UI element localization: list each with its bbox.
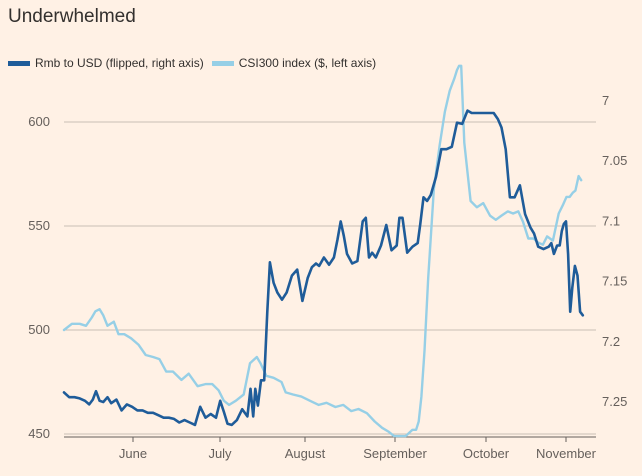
y-left-tick-label-3: 450 — [28, 426, 50, 441]
legend-swatch-rmb — [8, 60, 30, 66]
series-line-csi300 — [62, 64, 583, 438]
y-right-tick-label-3: 7.15 — [602, 274, 627, 289]
y-right-tick-label-2: 7.1 — [602, 213, 620, 228]
x-tick-label-5: November — [536, 446, 597, 461]
chart-title: Underwhelmed — [8, 6, 136, 27]
y-right-tick-label-1: 7.05 — [602, 153, 627, 168]
y-right-tick-label-4: 7.2 — [602, 334, 620, 349]
legend-label-csi: CSI300 index ($, left axis) — [238, 56, 377, 70]
y-right-tick-label-5: 7.25 — [602, 394, 627, 409]
y-right-tick-label-0: 7 — [602, 93, 609, 108]
y-left-tick-label-2: 500 — [28, 322, 50, 337]
legend-swatch-csi — [211, 60, 234, 66]
legend-label-rmb: Rmb to USD (flipped, right axis) — [35, 56, 204, 70]
legend-item-csi: CSI300 index ($, left axis) — [211, 56, 377, 70]
x-tick-label-4: October — [463, 446, 510, 461]
x-tick-label-0: June — [119, 446, 147, 461]
x-tick-label-3: September — [363, 446, 427, 461]
y-left-tick-label-1: 550 — [28, 218, 50, 233]
legend-item-rmb: Rmb to USD (flipped, right axis) — [8, 56, 204, 70]
x-tick-label-2: August — [285, 446, 326, 461]
series-line-rmb-usd — [62, 109, 585, 427]
y-left-tick-label-0: 600 — [28, 114, 50, 129]
legend: Rmb to USD (flipped, right axis) CSI300 … — [8, 56, 384, 70]
x-tick-label-1: July — [208, 446, 232, 461]
